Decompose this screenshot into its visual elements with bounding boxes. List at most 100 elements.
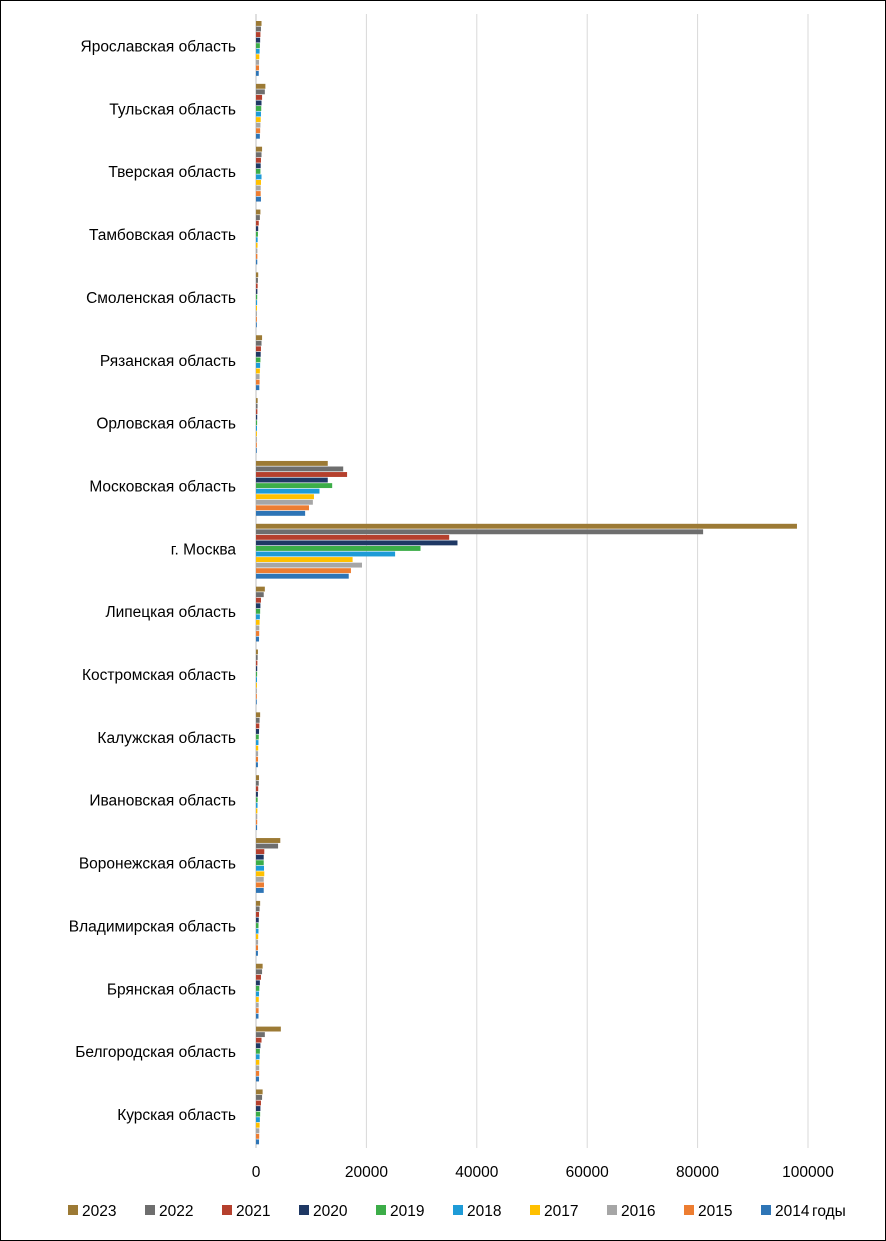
bar-2015 [256, 379, 260, 385]
bar-2016 [256, 625, 260, 631]
category-label: Владимирская область [69, 918, 236, 935]
bar-2014 [256, 950, 258, 956]
legend-swatch [376, 1205, 386, 1215]
bar-2020 [256, 414, 258, 420]
legend-label: 2015 [698, 1203, 732, 1220]
category-label: Белгородская область [75, 1044, 236, 1061]
bar-2021 [256, 32, 261, 37]
bar-2022 [256, 26, 261, 32]
bar-2022 [256, 969, 263, 975]
bar-2023 [256, 335, 263, 341]
bar-2017 [256, 368, 260, 374]
bar-2018 [256, 237, 258, 243]
bar-2020 [256, 980, 260, 986]
bar-2016 [256, 374, 260, 379]
bar-2018 [256, 740, 259, 745]
bar-2023 [256, 83, 266, 89]
bar-2018 [256, 300, 258, 306]
category-label: Смоленская область [86, 290, 236, 307]
bar-2016 [256, 751, 259, 757]
bar-2017 [256, 305, 257, 311]
category-label: Воронежская область [79, 856, 236, 873]
bar-2015 [256, 128, 261, 134]
category-label: Липецкая область [105, 604, 236, 621]
bar-2018 [256, 1117, 260, 1123]
bar-2016 [256, 939, 259, 945]
bar-2021 [256, 786, 259, 792]
bar-2023 [256, 963, 263, 969]
category-label: Костромская область [82, 667, 236, 684]
bar-2018 [256, 425, 257, 431]
bar-2021 [256, 723, 260, 729]
bar-2015 [256, 945, 259, 951]
bar-2023 [256, 209, 261, 215]
bar-2015 [256, 882, 265, 888]
bar-2017 [256, 242, 258, 248]
bar-2014 [256, 1139, 260, 1145]
bar-2016 [256, 562, 362, 568]
bar-2016 [256, 185, 261, 191]
bar-2015 [256, 568, 351, 574]
bar-2017 [256, 682, 257, 688]
bar-2022 [256, 592, 264, 598]
bar-2017 [256, 1122, 260, 1128]
bars [256, 21, 797, 1145]
bar-2015 [256, 1008, 259, 1014]
bar-2021 [256, 849, 265, 855]
bar-2021 [256, 974, 261, 980]
bar-2016 [256, 814, 258, 819]
bar-2023 [256, 146, 263, 152]
category-label: Курская область [117, 1107, 236, 1124]
bar-2022 [256, 277, 258, 283]
bar-2017 [256, 997, 259, 1002]
bar-2014 [256, 196, 261, 202]
legend-swatch [299, 1205, 309, 1215]
bar-2016 [256, 499, 313, 505]
bar-2021 [256, 660, 258, 666]
bar-2022 [256, 1095, 263, 1100]
bar-2023 [256, 272, 259, 278]
bar-2022 [256, 717, 260, 723]
bar-2018 [256, 865, 265, 871]
bar-2019 [256, 294, 258, 300]
bar-2015 [256, 1133, 260, 1139]
bar-2016 [256, 436, 257, 442]
bar-2020 [256, 351, 261, 357]
bar-2016 [256, 311, 257, 317]
category-label: Тамбовская область [89, 227, 236, 244]
category-label: Ивановская область [89, 793, 236, 810]
bar-2018 [256, 991, 260, 997]
bar-2017 [256, 745, 259, 751]
bar-2017 [256, 557, 353, 562]
bar-2021 [256, 912, 260, 917]
bar-2014 [256, 133, 260, 139]
bar-2019 [256, 231, 258, 237]
bar-2014 [256, 259, 258, 265]
bar-2023 [256, 1026, 281, 1032]
bar-2014 [256, 825, 258, 831]
bar-2023 [256, 1089, 263, 1095]
grid-lines [255, 14, 809, 1148]
legend-label: 2023 [82, 1203, 116, 1220]
bar-2015 [256, 442, 257, 448]
bar-2020 [256, 540, 458, 546]
legend-label: 2017 [544, 1203, 578, 1220]
bar-2020 [256, 1043, 261, 1049]
legend-label: 2018 [467, 1203, 501, 1220]
bar-2023 [256, 649, 258, 655]
bar-2015 [256, 1071, 260, 1076]
bar-2019 [256, 860, 264, 866]
bar-2015 [256, 65, 260, 71]
bar-2019 [256, 43, 260, 49]
bar-2023 [256, 460, 328, 466]
bar-2020 [256, 100, 262, 106]
bar-2020 [256, 729, 260, 734]
bar-2016 [256, 1002, 259, 1008]
bar-2018 [256, 551, 396, 557]
x-tick-label: 20000 [345, 1164, 388, 1181]
legend-label: 2022 [159, 1203, 193, 1220]
x-tick-label: 100000 [782, 1164, 834, 1181]
bar-2020 [256, 854, 264, 860]
bar-2023 [256, 586, 265, 592]
